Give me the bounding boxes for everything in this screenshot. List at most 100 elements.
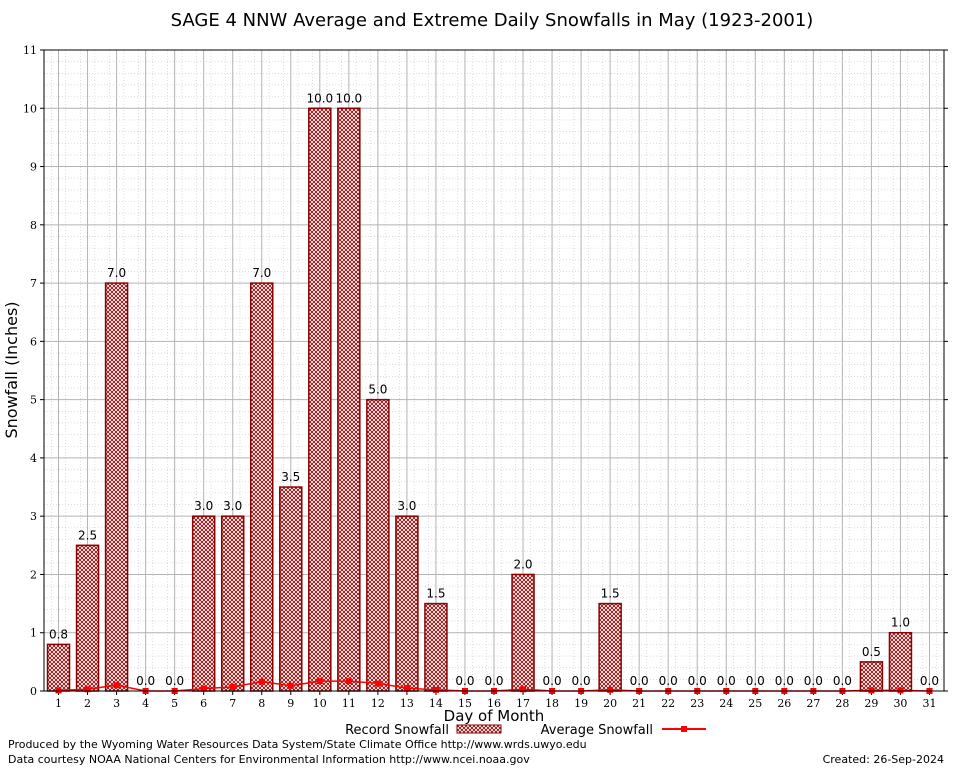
average-marker bbox=[316, 678, 323, 685]
record-bar bbox=[279, 486, 303, 692]
bar-value-label: 0.0 bbox=[688, 674, 707, 688]
y-tick-label: 10 bbox=[23, 102, 37, 115]
record-bar bbox=[249, 282, 274, 692]
record-bar bbox=[598, 602, 622, 692]
x-tick-label: 12 bbox=[371, 697, 385, 710]
record-bar bbox=[220, 515, 245, 692]
record-bar bbox=[511, 573, 535, 692]
x-tick-label: 15 bbox=[458, 697, 472, 710]
average-marker bbox=[287, 682, 294, 689]
x-tick-label: 28 bbox=[835, 697, 849, 710]
y-tick-label: 7 bbox=[30, 277, 37, 290]
x-tick-label: 16 bbox=[487, 697, 501, 710]
x-tick-label: 3 bbox=[113, 697, 120, 710]
x-tick-label: 19 bbox=[574, 697, 588, 710]
average-marker bbox=[607, 686, 614, 693]
bar-value-label: 10.0 bbox=[335, 91, 362, 105]
x-axis-ticks: 1 2 3 4 5 6 7 8 9 10 11 12 13 14 15 16 17 18 19 20 21 22 23 24 2… bbox=[55, 691, 936, 710]
x-tick-label: 14 bbox=[429, 697, 443, 710]
x-tick-label: 21 bbox=[632, 697, 646, 710]
x-tick-label: 7 bbox=[229, 697, 236, 710]
legend-record-swatch bbox=[456, 724, 502, 734]
bar-value-label: 0.0 bbox=[659, 674, 678, 688]
record-bar bbox=[46, 643, 71, 692]
y-tick-label: 8 bbox=[30, 219, 37, 232]
y-tick-label: 0 bbox=[30, 685, 37, 698]
bar-value-labels: 0.8 2.5 7.0 0.0 0.0 3.0 3.0 7.0 3.5 10.0 10.0 5.0 3.… bbox=[49, 91, 939, 688]
bar-value-label: 0.0 bbox=[136, 674, 155, 688]
average-marker bbox=[403, 685, 410, 692]
legend-average-marker bbox=[681, 726, 687, 732]
chart-title: SAGE 4 NNW Average and Extreme Daily Sno… bbox=[171, 10, 814, 31]
y-axis-ticks: 0 1 2 3 4 5 6 7 8 9 10 11 bbox=[23, 44, 948, 698]
x-tick-label: 23 bbox=[690, 697, 704, 710]
y-tick-label: 5 bbox=[30, 394, 37, 407]
x-tick-label: 17 bbox=[516, 697, 530, 710]
x-axis-label: Day of Month bbox=[444, 707, 545, 725]
y-tick-label: 4 bbox=[30, 452, 37, 465]
x-tick-label: 25 bbox=[748, 697, 762, 710]
bar-value-label: 5.0 bbox=[368, 383, 387, 397]
bar-value-label: 3.0 bbox=[223, 499, 242, 513]
x-tick-label: 20 bbox=[603, 697, 617, 710]
legend-record-label: Record Snowfall bbox=[345, 723, 449, 738]
record-bar bbox=[888, 631, 913, 692]
y-tick-label: 3 bbox=[30, 510, 37, 523]
average-marker bbox=[200, 685, 207, 692]
average-marker bbox=[374, 680, 381, 687]
bar-value-label: 0.0 bbox=[455, 674, 474, 688]
bar-value-label: 0.0 bbox=[746, 674, 765, 688]
x-tick-label: 13 bbox=[400, 697, 414, 710]
bar-value-label: 7.0 bbox=[252, 266, 271, 280]
y-axis-label: Snowfall (Inches) bbox=[2, 301, 21, 438]
bar-value-label: 1.5 bbox=[601, 587, 620, 601]
x-tick-label: 31 bbox=[922, 697, 936, 710]
x-tick-label: 10 bbox=[313, 697, 327, 710]
x-tick-label: 24 bbox=[719, 697, 733, 710]
bar-value-label: 3.0 bbox=[194, 499, 213, 513]
bar-value-label: 7.0 bbox=[107, 266, 126, 280]
plot-frame bbox=[43, 49, 945, 692]
average-marker bbox=[345, 678, 352, 685]
average-marker bbox=[258, 678, 265, 685]
x-tick-label: 5 bbox=[171, 697, 178, 710]
average-marker bbox=[897, 687, 904, 694]
bar-value-label: 0.8 bbox=[49, 627, 68, 641]
x-tick-label: 9 bbox=[287, 697, 294, 710]
bar-value-label: 0.0 bbox=[165, 674, 184, 688]
bar-value-label: 10.0 bbox=[306, 91, 333, 105]
x-tick-label: 18 bbox=[545, 697, 559, 710]
bar-value-label: 0.0 bbox=[833, 674, 852, 688]
bar-value-label: 0.0 bbox=[920, 674, 939, 688]
average-marker bbox=[432, 686, 439, 693]
x-tick-label: 6 bbox=[200, 697, 207, 710]
bar-value-label: 0.0 bbox=[717, 674, 736, 688]
record-bar bbox=[75, 544, 100, 692]
average-marker bbox=[520, 686, 527, 693]
bar-value-label: 1.5 bbox=[426, 587, 445, 601]
average-marker bbox=[229, 683, 236, 690]
bar-value-label: 0.0 bbox=[630, 674, 649, 688]
x-tick-label: 4 bbox=[142, 697, 149, 710]
record-bar bbox=[308, 107, 332, 692]
bar-value-label: 0.0 bbox=[543, 674, 562, 688]
record-bar bbox=[395, 515, 419, 692]
record-bar bbox=[366, 398, 390, 692]
record-bar bbox=[859, 661, 884, 692]
record-bar bbox=[191, 515, 216, 692]
x-tick-label: 30 bbox=[893, 697, 907, 710]
legend: Record Snowfall Average Snowfall bbox=[345, 723, 706, 738]
x-tick-label: 22 bbox=[661, 697, 675, 710]
footer-source: Data courtesy NOAA National Centers for … bbox=[8, 753, 530, 766]
y-tick-label: 2 bbox=[30, 568, 37, 581]
x-tick-label: 11 bbox=[342, 697, 356, 710]
bar-value-label: 1.0 bbox=[891, 616, 910, 630]
x-tick-label: 2 bbox=[84, 697, 91, 710]
bar-value-label: 3.0 bbox=[397, 499, 416, 513]
bar-series bbox=[46, 107, 913, 692]
bar-value-label: 0.0 bbox=[572, 674, 591, 688]
record-bar bbox=[104, 282, 129, 692]
x-tick-label: 1 bbox=[55, 697, 62, 710]
bar-value-label: 0.0 bbox=[804, 674, 823, 688]
